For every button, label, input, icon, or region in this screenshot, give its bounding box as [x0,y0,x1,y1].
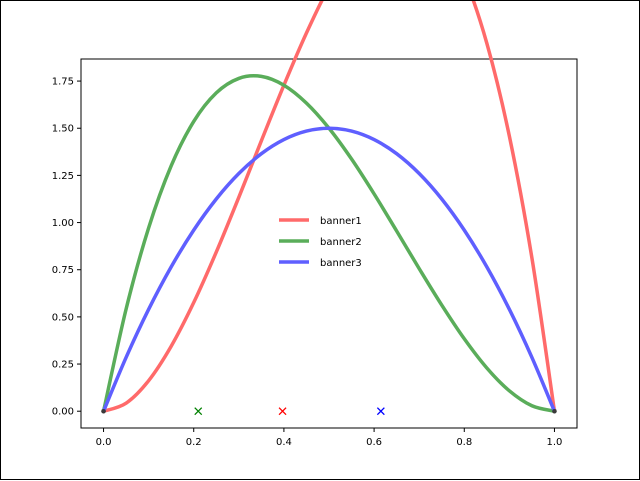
x-tick-label: 1.0 [547,437,563,448]
y-tick-label: 1.75 [52,77,74,88]
legend-item-banner2: banner2 [279,237,362,248]
marker-layer [194,407,385,416]
x-marker [278,407,287,416]
legend: banner1 banner2 banner3 [279,216,362,269]
x-tick-label: 0.6 [366,437,382,448]
y-tick-label: 0.75 [52,265,74,276]
legend-label: banner1 [320,216,362,227]
legend-item-banner1: banner1 [279,216,362,227]
y-axis: 0.00 0.25 0.50 0.75 1.00 1.25 1.50 1.75 [52,77,81,418]
x-tick-label: 0.2 [186,437,202,448]
x-tick-label: 0.4 [276,437,292,448]
x-tick-label: 0.8 [456,437,472,448]
y-tick-label: 1.25 [52,171,74,182]
axes-frame [80,58,578,429]
series-endpoint [101,409,106,414]
y-tick-label: 0.00 [52,407,74,418]
y-tick-label: 0.25 [52,360,74,371]
series-line-banner3 [101,126,557,412]
x-marker [194,407,203,416]
legend-label: banner2 [320,237,362,248]
plot-area [101,1,557,414]
series-endpoint [552,409,557,414]
y-tick-label: 0.50 [52,312,74,323]
series-line-banner2 [101,74,555,413]
y-tick-label: 1.00 [52,218,74,229]
x-marker [376,407,385,416]
legend-label: banner3 [320,258,362,269]
legend-item-banner3: banner3 [279,258,362,269]
x-axis: 0.0 0.2 0.4 0.6 0.8 1.0 [96,428,563,448]
series-line-banner1 [102,1,557,413]
y-tick-label: 1.50 [52,124,74,135]
x-tick-label: 0.0 [96,437,112,448]
